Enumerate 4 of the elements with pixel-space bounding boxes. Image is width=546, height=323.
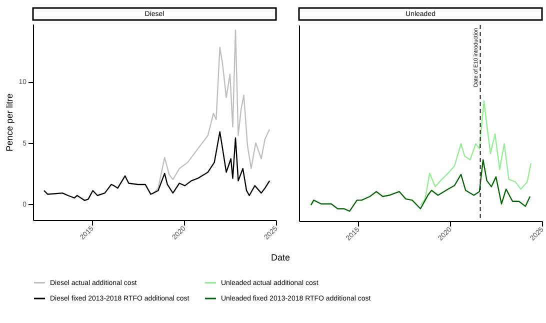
line-series [43, 131, 270, 201]
x-axis-title: Date [270, 252, 290, 262]
line-series [152, 30, 270, 195]
y-axis-title: Pence per litre [4, 93, 15, 152]
